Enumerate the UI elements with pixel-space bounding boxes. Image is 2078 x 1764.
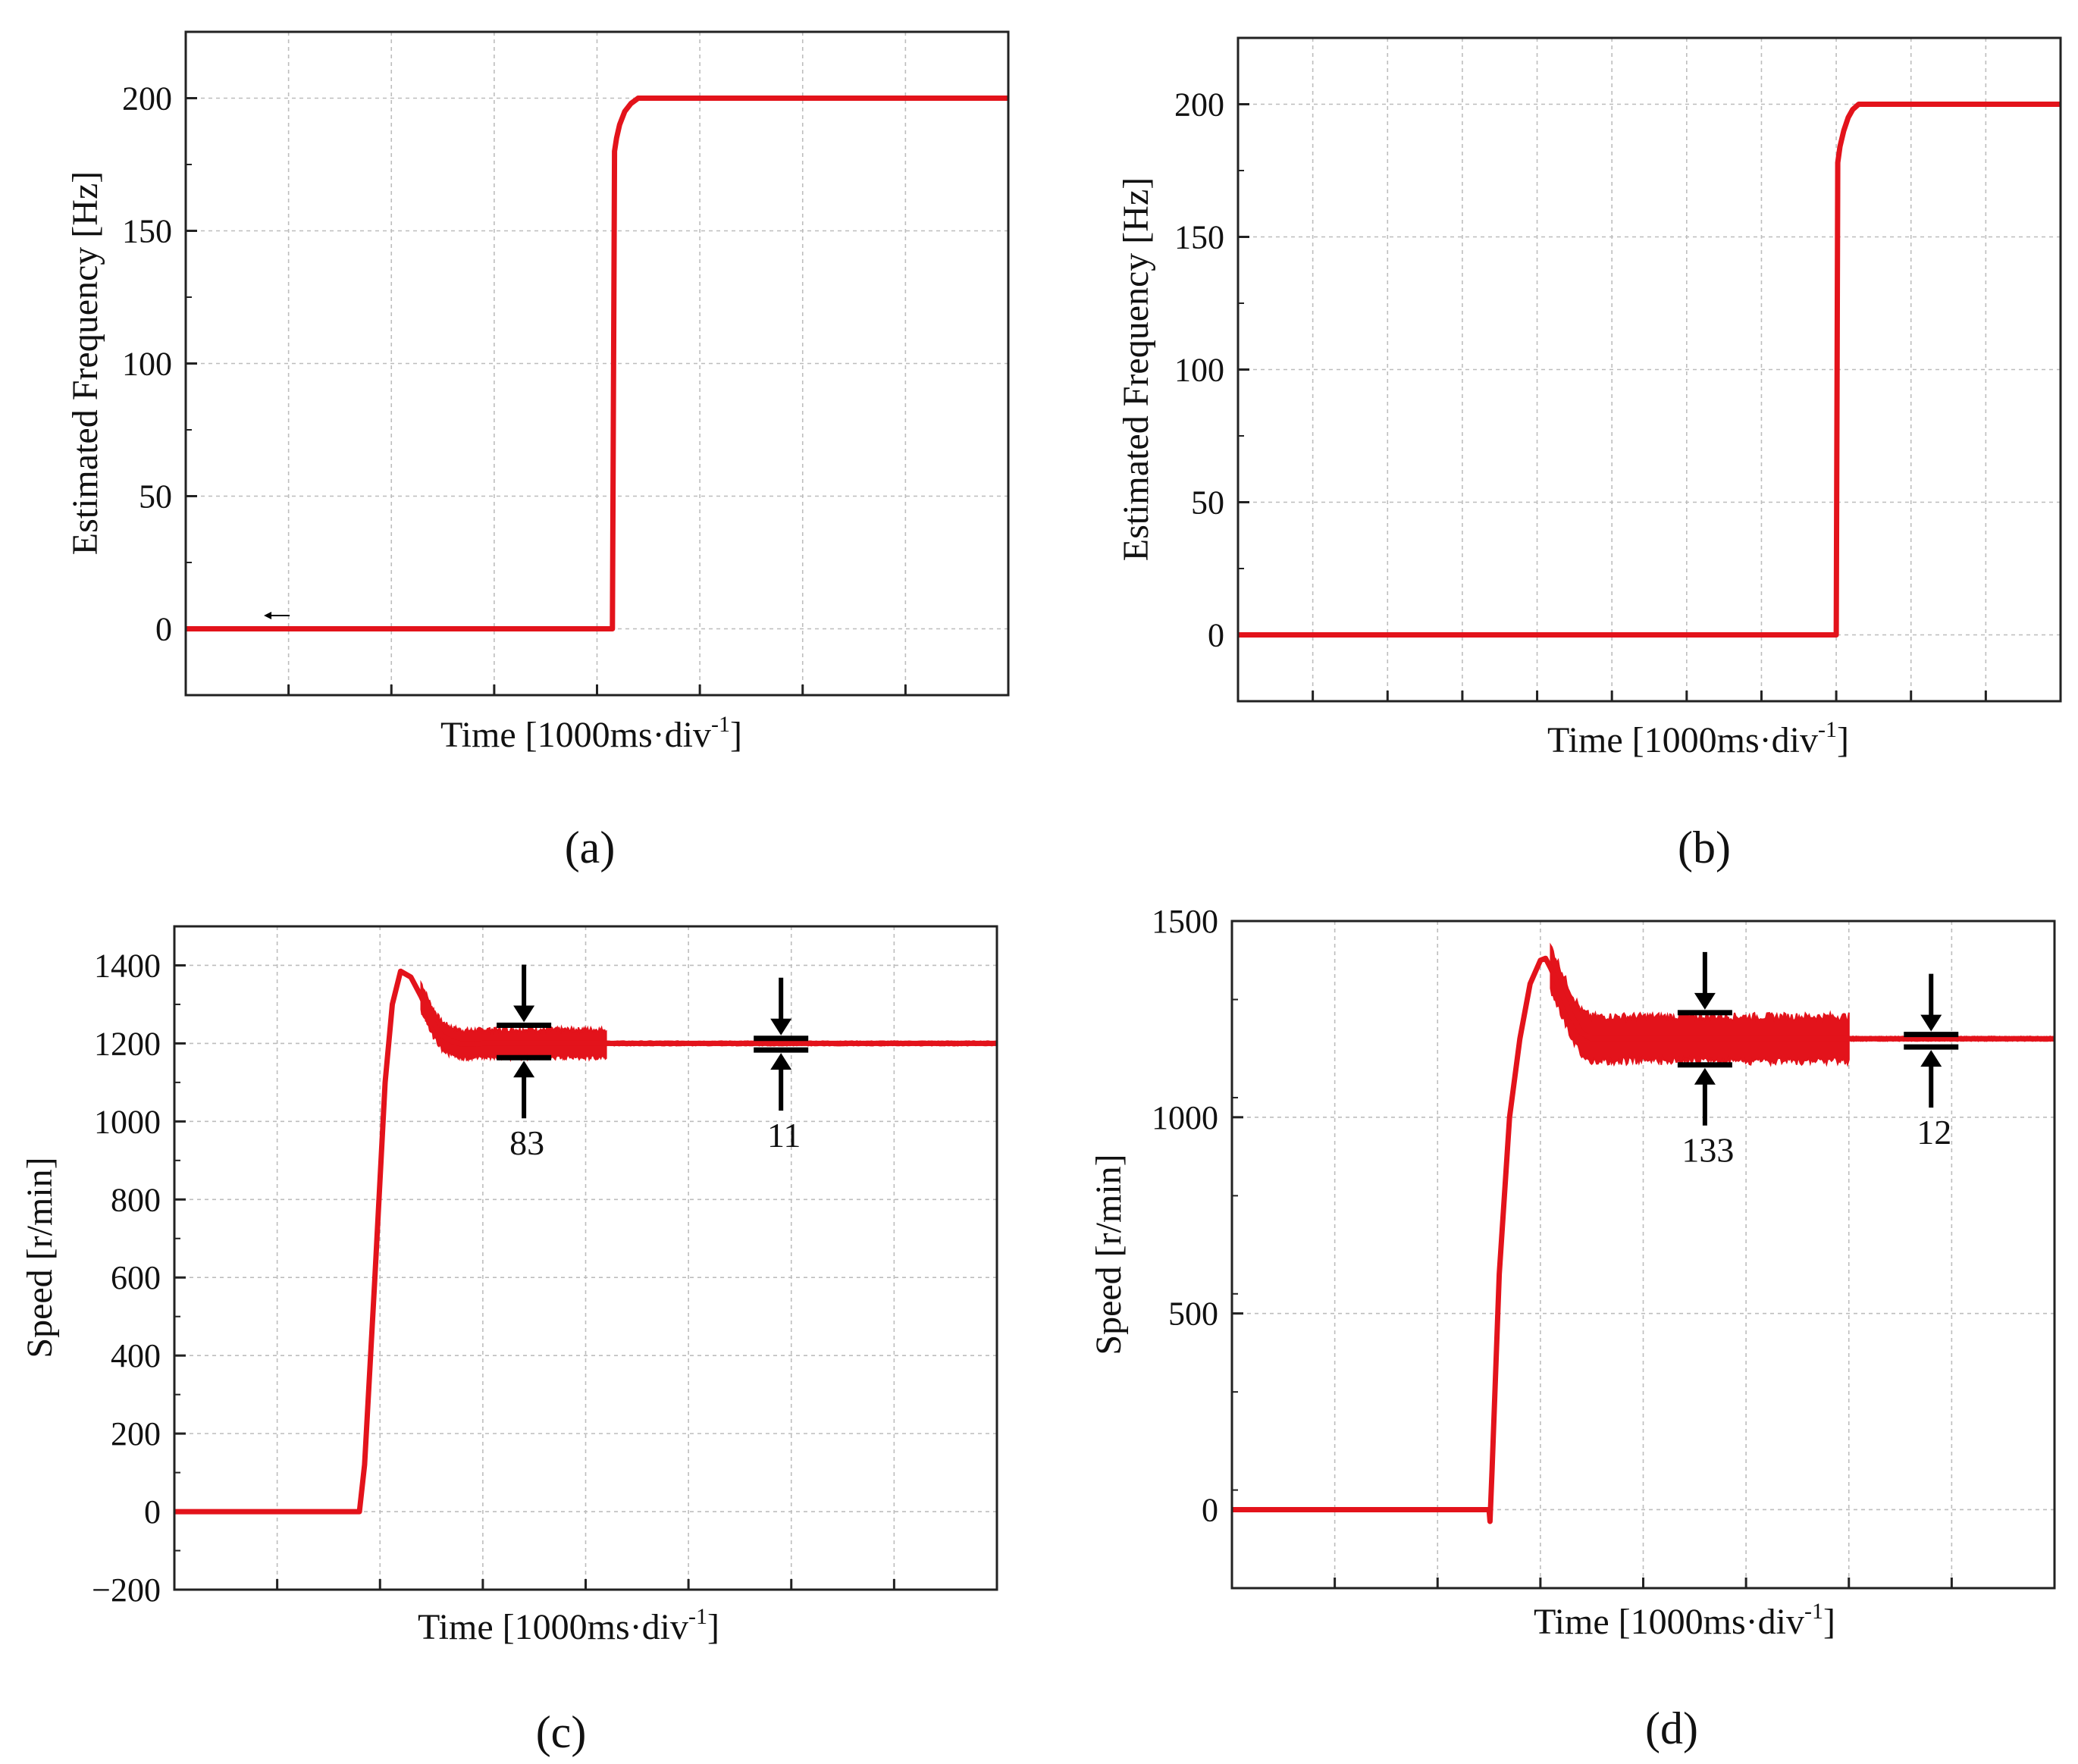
- y-tick-label: 50: [139, 478, 172, 515]
- panel-b-ylabel: Estimated Frequency [Hz]: [1116, 177, 1156, 561]
- panel-a-frame: [184, 30, 1010, 697]
- ripple-arrow-top-head: [1694, 992, 1716, 1010]
- y-tick-label: 0: [155, 611, 172, 648]
- panel-c-xlabel: Time [1000ms·div-1]: [418, 1604, 719, 1647]
- panel-b: 0 50 100 150 200 Estimated Frequency [Hz] Ti…: [1116, 36, 2062, 873]
- ripple-arrow-bottom-head: [1694, 1067, 1716, 1085]
- panel-c-caption: (c): [536, 1707, 587, 1757]
- ripple-value-label: 12: [1917, 1113, 1951, 1151]
- panel-a-xlabel: Time [1000ms·div-1]: [440, 712, 742, 755]
- ripple-arrow-bottom-head: [1920, 1050, 1942, 1067]
- y-tick-label: 200: [1174, 86, 1224, 124]
- y-tick-label: 50: [1191, 484, 1224, 522]
- ripple-value-label: 83: [509, 1123, 544, 1162]
- y-tick-label: 500: [1168, 1296, 1218, 1333]
- y-tick-label: 200: [111, 1415, 161, 1452]
- y-tick-label: 150: [122, 213, 172, 250]
- panel-c-grid: [174, 926, 997, 1590]
- panel-a-series: [186, 96, 1008, 631]
- panel-b-grid: [1238, 38, 2061, 701]
- y-tick-label: 1500: [1152, 903, 1218, 940]
- y-tick-label: 600: [111, 1259, 161, 1296]
- y-tick-label: 1200: [94, 1025, 161, 1062]
- series-line: [186, 96, 1008, 631]
- y-tick-label: 100: [122, 346, 172, 383]
- panel-a-ylabel: Estimated Frequency [Hz]: [65, 171, 105, 555]
- ripple-value-label: 133: [1682, 1131, 1734, 1170]
- panel-a-annotations: [264, 612, 290, 619]
- y-tick-label: 200: [122, 80, 172, 117]
- panel-d-ticks: 0 500 1000 1500: [1152, 903, 1953, 1589]
- panel-b-xlabel: Time [1000ms·div-1]: [1547, 717, 1849, 760]
- panel-c-ticks: −200 0 200 400 600 800 1000 1200 1400: [92, 926, 895, 1609]
- ripple-arrow-bottom-head: [513, 1061, 535, 1078]
- panel-c-frame: [173, 925, 998, 1591]
- panel-a-caption: (a): [565, 822, 616, 873]
- panel-d-ylabel: Speed [r/min]: [1089, 1154, 1129, 1355]
- y-tick-label: 1000: [94, 1103, 161, 1140]
- panel-d: 0 500 1000 1500 133 12 Speed [r/min] Time [1…: [1089, 903, 2056, 1753]
- panel-b-caption: (b): [1678, 822, 1731, 873]
- series-line: [1238, 102, 2061, 638]
- ripple-arrow-top-head: [513, 1005, 535, 1023]
- y-tick-label: 100: [1174, 352, 1224, 389]
- ripple-band: [1550, 942, 1850, 1067]
- panel-c-annotations: 83 11: [497, 964, 809, 1162]
- ripple-arrow-top-head: [1920, 1014, 1942, 1032]
- ripple-band: [420, 979, 607, 1063]
- y-tick-label: 800: [111, 1181, 161, 1218]
- panel-c-ylabel: Speed [r/min]: [20, 1157, 60, 1358]
- panel-b-frame: [1236, 36, 2062, 703]
- panel-a: 0 50 100 150 200 Estimated Frequency [Hz] Ti…: [65, 30, 1010, 873]
- y-tick-label: 400: [111, 1337, 161, 1374]
- panel-b-ticks: 0 50 100 150 200: [1174, 37, 1987, 702]
- panel-c: −200 0 200 400 600 800 1000 1200 1400 83 11 Speed…: [20, 925, 998, 1757]
- panel-a-grid: [186, 32, 1008, 695]
- panel-b-series: [1238, 102, 2061, 638]
- y-tick-label: 150: [1174, 219, 1224, 256]
- panel-d-annotations: 133 12: [1677, 951, 1959, 1170]
- y-tick-label: 0: [1202, 1491, 1218, 1528]
- panel-d-xlabel: Time [1000ms·div-1]: [1534, 1599, 1835, 1642]
- y-tick-label: −200: [92, 1571, 161, 1609]
- ripple-arrow-bottom-head: [770, 1053, 792, 1070]
- ripple-arrow-top-head: [770, 1018, 792, 1036]
- panel-c-series: [174, 968, 998, 1515]
- ripple-value-label: 11: [767, 1116, 801, 1155]
- panel-d-series: [1232, 942, 2055, 1524]
- y-tick-label: 0: [144, 1493, 161, 1531]
- series-line: [174, 968, 997, 1515]
- panel-d-frame: [1230, 920, 2056, 1590]
- panel-d-caption: (d): [1645, 1703, 1698, 1753]
- series-line: [1232, 955, 2054, 1524]
- y-tick-label: 0: [1208, 617, 1224, 654]
- y-tick-label: 1000: [1152, 1099, 1218, 1136]
- y-tick-label: 1400: [94, 947, 161, 984]
- marker-arrow-head: [264, 612, 272, 619]
